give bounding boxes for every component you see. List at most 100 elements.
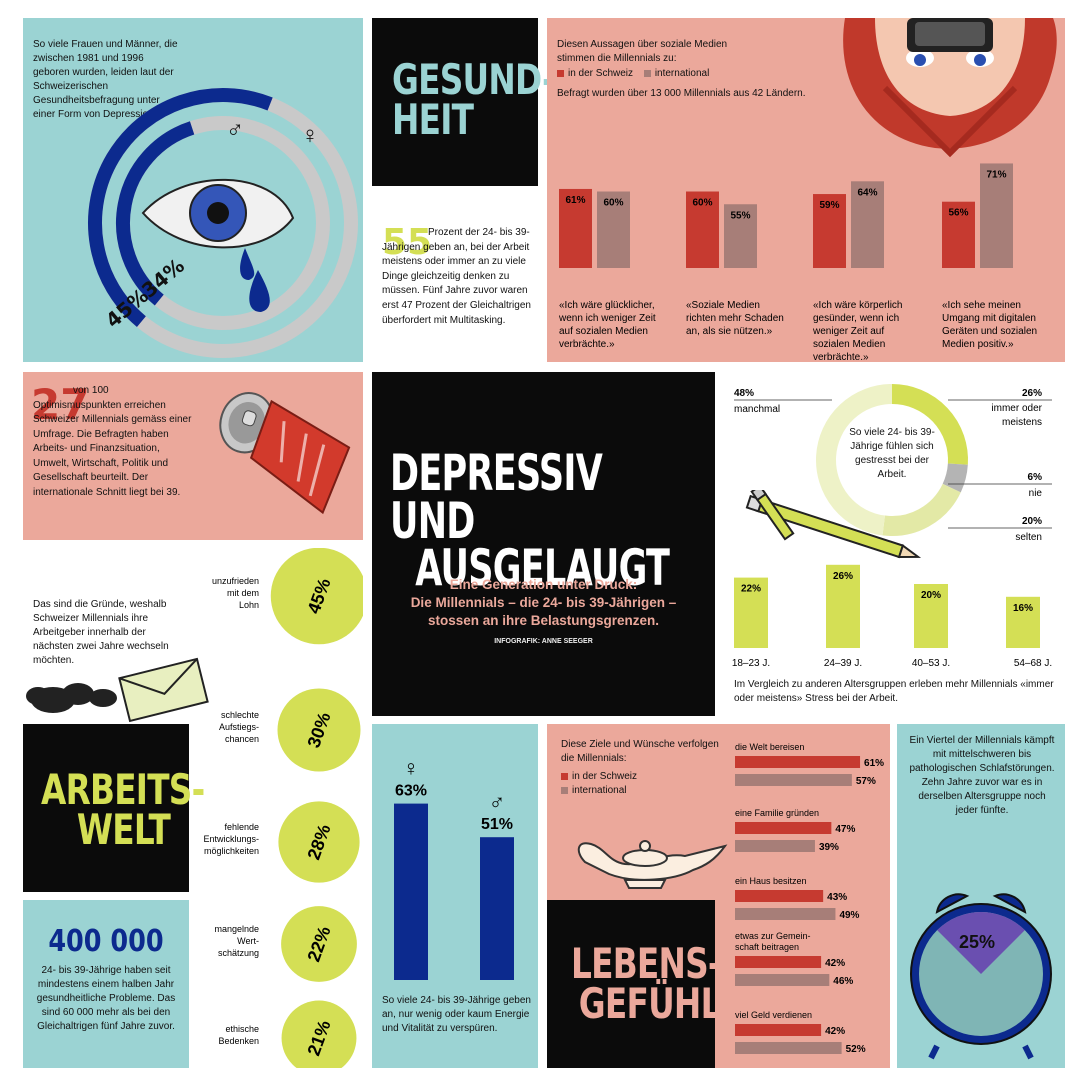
social-bar-2-1 [851, 181, 884, 268]
energy-bar-category-0: ♀ [403, 756, 420, 781]
goals-bar-label-3-1: 46% [833, 976, 853, 987]
job-circle-4 [281, 1000, 357, 1068]
optimism-panel: 27 von 100 Optimismuspunkten erreichen S… [23, 372, 363, 540]
stress-age-category-0: 18–23 J. [732, 658, 770, 669]
social-intro: Diesen Aussagen über soziale Medien stim… [557, 39, 728, 64]
stress-donut-name-label: nie [1029, 488, 1043, 499]
goals-bar-label-1-1: 39% [819, 842, 839, 853]
main-title-panel: DEPRESSIV UND AUSGELAUGT Eine Generation… [372, 372, 715, 716]
genie-lamp-illustration [577, 840, 728, 889]
social-bar-label-0-1: 60% [603, 198, 623, 209]
main-subtitle-line2: Die Millennials – die 24- bis 39-Jährige… [410, 595, 677, 610]
legend-swatch-ch [557, 69, 564, 77]
goals-bar-0-0 [735, 756, 861, 768]
optimism-text: von 100 Optimismuspunkten erreichen Schw… [33, 385, 192, 498]
stress-donut-name-label: selten [1015, 532, 1042, 543]
goals-bar-label-3-0: 42% [825, 958, 845, 969]
goals-bar-3-0 [735, 956, 822, 968]
gesundheit-title-panel: GESUND- HEIT [372, 18, 556, 186]
social-legend: in der Schweiz international [557, 68, 709, 79]
goals-bar-label-2-1: 49% [839, 910, 859, 921]
goals-bar-4-1 [735, 1042, 842, 1054]
goals-bar-1-1 [735, 840, 815, 852]
job-category-label-2: fehlende Entwicklungs-möglichkeiten [203, 822, 259, 856]
goals-bar-label-0-0: 61% [864, 758, 884, 769]
social-legend-ch: in der Schweiz [568, 68, 634, 79]
goals-legend: in der Schweiz international [561, 770, 637, 798]
energy-bar-label-1: 51% [481, 816, 513, 833]
social-bar-label-2-0: 59% [819, 200, 839, 211]
goals-intro: Diese Ziele und Wünsche verfolgen die Mi… [561, 739, 719, 764]
health-problems-text: 24- bis 39-Jährige haben seit mindestens… [36, 965, 176, 1032]
goals-category-label-0: die Welt bereisen [735, 742, 804, 752]
depression-ring-male [116, 121, 195, 306]
social-bar-label-2-1: 64% [857, 187, 877, 198]
social-bar-label-3-0: 56% [948, 208, 968, 219]
lebensgefuehl-title-line2: GEFÜHL [578, 978, 722, 1028]
stress-donut-segment [882, 483, 961, 536]
health-problems-panel: 400 000 24- bis 39-Jährige haben seit mi… [23, 900, 189, 1068]
goals-legend-ch: in der Schweiz [572, 771, 638, 782]
social-media-panel: Diesen Aussagen über soziale Medien stim… [547, 18, 1065, 362]
arbeitswelt-title-line2: WELT [76, 804, 171, 854]
alarm-clock-chart [910, 893, 1052, 1060]
multitask-number: 55 [382, 222, 433, 263]
clock-leg-right [1022, 1044, 1034, 1060]
goals-legend-swatch-int [561, 786, 568, 794]
stress-donut-value-label: 20% [1022, 516, 1042, 527]
lebensgefuehl-title-panel: LEBENS- GEFÜHL [547, 900, 722, 1068]
stress-donut-name-label: meistens [1002, 417, 1042, 428]
main-title-line1: DEPRESSIV UND [390, 444, 603, 550]
main-credit: INFOGRAFIK: ANNE SEEGER [494, 638, 593, 645]
multitask-text: Prozent der 24- bis 39-Jährigen geben an… [382, 227, 531, 326]
multitask-panel: 55 Prozent der 24- bis 39-Jährigen geben… [372, 218, 538, 368]
depression-ring-female [88, 88, 273, 328]
stress-donut-chart: 48% manchmal 26% immer oder meistens 6% nie 20%… [732, 384, 1052, 669]
social-bar-label-1-1: 55% [730, 210, 750, 221]
social-bar-0-1 [597, 191, 630, 268]
stress-age-category-2: 40–53 J. [912, 658, 950, 669]
goals-bar-label-1-0: 47% [835, 824, 855, 835]
health-problems-number: 400 000 [48, 924, 164, 959]
social-bar-label-0-0: 61% [565, 195, 585, 206]
eye-pupil [207, 202, 229, 224]
goals-bar-label-0-1: 57% [856, 776, 876, 787]
social-category-label-2: «Ich wäre körperlich gesünder, wenn ich we… [812, 300, 902, 362]
goals-bar-chart: die Welt bereisen 61% 57% eine Familie grün… [735, 742, 884, 1055]
goals-category-label-3: etwas zur Gemein- [735, 931, 811, 941]
social-bar-0-0 [559, 188, 592, 268]
sleep-panel: Ein Viertel der Millennials kämpft mit m… [897, 724, 1065, 1068]
arbeitswelt-title-panel: ARBEITS- WELT [23, 724, 205, 892]
job-category-label-3: mangelnde Wert-schätzung [214, 924, 259, 958]
stress-donut-value-label: 48% [734, 388, 754, 399]
sleep-percent-label: 25% [959, 932, 996, 952]
social-bar-3-1 [980, 163, 1013, 268]
goals-bar-0-1 [735, 774, 852, 786]
clock-bell-left [935, 893, 970, 914]
stress-panel: 48% manchmal 26% immer oder meistens 6% nie 20%… [722, 372, 1065, 716]
gesundheit-title-line2: HEIT [392, 94, 474, 144]
energy-bar-chart: 63% ♀ 51% ♂ [394, 756, 514, 980]
stress-age-bar-label-1: 26% [833, 571, 853, 582]
main-subtitle-line3: stossen an ihre Belastungsgrenzen. [427, 613, 660, 628]
goals-legend-swatch-ch [561, 772, 568, 780]
clock-leg-left [928, 1044, 940, 1060]
stress-donut-value-label: 26% [1022, 388, 1042, 399]
social-note: Befragt wurden über 13 000 Millennials a… [557, 88, 806, 99]
job-category-label-1: schlechte Aufstiegs-chancen [219, 710, 259, 744]
goals-bar-3-1 [735, 974, 830, 986]
stress-donut-segment [891, 384, 968, 465]
woman-with-phone-illustration [843, 18, 1057, 158]
goals-category-label-2: ein Haus besitzen [735, 876, 807, 886]
stress-footer: Im Vergleich zu anderen Altersgruppen er… [734, 679, 1054, 704]
stress-donut-name-label: immer oder [991, 403, 1042, 414]
stress-donut-segment [816, 384, 893, 536]
main-subtitle-line1: Eine Generation unter Druck: [449, 577, 638, 592]
arbeitswelt-title-line1: ARBEITS- [41, 765, 205, 814]
stress-age-bar-2 [914, 584, 948, 648]
pencil-illustration [745, 490, 922, 559]
stress-age-bar-label-2: 20% [921, 590, 941, 601]
energy-bar-category-1: ♂ [489, 789, 506, 814]
job-intro: Das sind die Gründe, weshalb Schweizer M… [33, 599, 169, 666]
female-symbol-label: ♀ [301, 122, 319, 149]
